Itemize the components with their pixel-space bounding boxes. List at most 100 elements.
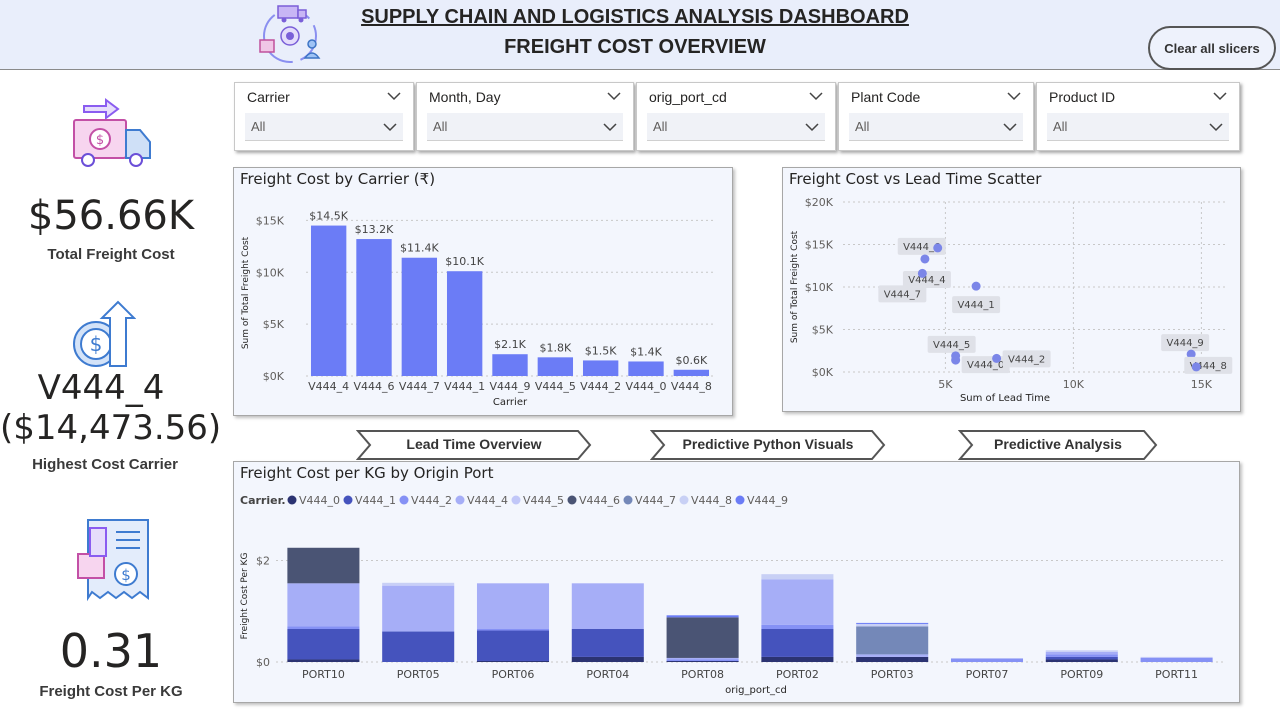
chevron-down-icon[interactable] (809, 89, 823, 103)
freight-cost-by-carrier-chart: Freight Cost by Carrier (₹) $0K $5K $10K $1… (233, 167, 733, 416)
slicer-plant-code[interactable]: Plant Code All (838, 82, 1034, 151)
scatter-point (920, 254, 930, 264)
stacked-bar-segment (476, 629, 550, 631)
chevron-down-icon[interactable] (383, 120, 397, 134)
chevron-down-icon[interactable] (387, 89, 401, 103)
legend-marker (287, 495, 297, 505)
x-axis-label: Sum of Lead Time (960, 393, 1050, 404)
point-label-bg (897, 237, 946, 255)
slicer-dropdown[interactable]: All (1047, 113, 1229, 141)
legend-entry: V444_7 (635, 494, 676, 507)
legend-entry: V444_1 (355, 494, 396, 507)
slicer-title: orig_port_cd (649, 89, 727, 105)
chart-title: Freight Cost by Carrier (₹) (240, 170, 436, 188)
legend-entry: V444_8 (691, 494, 732, 507)
y-tick-label: $10K (256, 266, 285, 279)
slicer-product-id[interactable]: Product ID All (1036, 82, 1240, 151)
data-label: $14.5K (309, 210, 348, 223)
x-tick-label: V444_6 (353, 380, 394, 393)
chevron-down-icon[interactable] (1209, 120, 1223, 134)
stacked-bar-segment (856, 626, 929, 655)
stacked-bar-segment (761, 579, 834, 625)
stacked-bar-segment (476, 583, 550, 629)
scatter-point (992, 353, 1002, 363)
y-tick-label: $20K (805, 196, 834, 209)
supply-chain-logo-icon (259, 5, 321, 63)
stacked-bar-segment (950, 658, 1024, 662)
stacked-bar-segment (1045, 659, 1118, 662)
slicer-carrier[interactable]: Carrier All (234, 82, 414, 151)
scatter-point (933, 243, 943, 253)
y-tick-label: $0 (256, 656, 270, 669)
chevron-down-icon[interactable] (1007, 89, 1021, 103)
bar (446, 271, 483, 376)
nav-predictive-python-visuals-button[interactable]: Predictive Python Visuals (650, 429, 886, 461)
chevron-down-icon[interactable] (1213, 89, 1227, 103)
data-label: $13.2K (355, 223, 394, 236)
y-tick-label: $5K (263, 318, 285, 331)
y-tick-label: $10K (805, 281, 834, 294)
bar (582, 360, 619, 376)
x-tick-label: 5K (938, 378, 953, 391)
svg-text:$: $ (121, 566, 131, 584)
data-label: $10.1K (445, 255, 484, 268)
nav-button-label: Lead Time Overview (406, 436, 542, 452)
point-label: V444_2 (1008, 354, 1045, 365)
clear-all-slicers-button[interactable]: Clear all slicers (1148, 26, 1276, 70)
x-tick-label: PORT03 (871, 668, 914, 681)
total-freight-cost-label: Total Freight Cost (47, 246, 175, 263)
nav-predictive-analysis-button[interactable]: Predictive Analysis (958, 429, 1158, 461)
point-label: V444_5 (933, 340, 970, 351)
point-label: V444_0 (967, 360, 1004, 371)
chevron-down-icon[interactable] (607, 89, 621, 103)
scatter-point (951, 355, 961, 365)
point-label-bg (1161, 334, 1210, 352)
x-tick-label: V444_9 (489, 380, 530, 393)
x-tick-label: 15K (1191, 378, 1213, 391)
point-label-bg (952, 296, 1001, 314)
data-label: $11.4K (400, 242, 439, 255)
point-label-bg (927, 335, 976, 353)
slicer-dropdown[interactable]: All (647, 113, 825, 141)
y-tick-label: $0K (263, 370, 285, 383)
legend-marker (511, 495, 521, 505)
stacked-bar-segment (571, 656, 644, 662)
x-tick-label: PORT04 (586, 668, 629, 681)
chevron-down-icon[interactable] (805, 120, 819, 134)
chart-title: Freight Cost vs Lead Time Scatter (789, 170, 1042, 188)
legend-marker (735, 495, 745, 505)
chart-title: Freight Cost per KG by Origin Port (240, 464, 494, 482)
chevron-down-icon[interactable] (603, 120, 617, 134)
freight-cost-per-kg-label: Freight Cost Per KG (39, 683, 183, 700)
scatter-chart-canvas: $0K $5K $10K $15K $20K 5K 10K 15K V444_6 V444_4 V4… (790, 196, 1233, 404)
stacked-bar-segment (761, 574, 834, 580)
y-axis-label: Sum of Total Freight Cost (241, 236, 251, 349)
stacked-bar-segment (761, 629, 834, 657)
legend-marker (623, 495, 633, 505)
y-axis-label: Sum of Total Freight Cost (790, 230, 800, 343)
stacked-bar-segment (666, 615, 739, 618)
stacked-bar-segment (666, 660, 739, 662)
freight-cost-per-kg-value: 0.31 (59, 624, 163, 678)
slicer-dropdown[interactable]: All (849, 113, 1023, 141)
nav-lead-time-overview-button[interactable]: Lead Time Overview (356, 429, 592, 461)
x-tick-label: PORT09 (1060, 668, 1103, 681)
slicer-value: All (1053, 119, 1068, 134)
slicer-dropdown[interactable]: All (245, 113, 403, 141)
bar (628, 361, 664, 376)
slicer-orig-port-cd[interactable]: orig_port_cd All (636, 82, 836, 151)
slicer-value: All (251, 119, 266, 134)
chevron-down-icon[interactable] (1003, 120, 1017, 134)
x-axis-label: Carrier (493, 397, 528, 408)
scatter-point (1186, 349, 1196, 359)
slicer-title: Product ID (1049, 89, 1116, 105)
legend-entry: V444_6 (579, 494, 620, 507)
dashboard-header: SUPPLY CHAIN AND LOGISTICS ANALYSIS DASH… (0, 0, 1280, 70)
slicer-dropdown[interactable]: All (427, 113, 623, 141)
svg-text:$: $ (96, 133, 104, 148)
total-freight-cost-value: $56.66K (27, 193, 195, 239)
slicer-month-day[interactable]: Month, Day All (416, 82, 634, 151)
legend-marker (679, 495, 689, 505)
stacked-bar-segment (476, 630, 550, 661)
x-tick-label: PORT11 (1155, 668, 1198, 681)
